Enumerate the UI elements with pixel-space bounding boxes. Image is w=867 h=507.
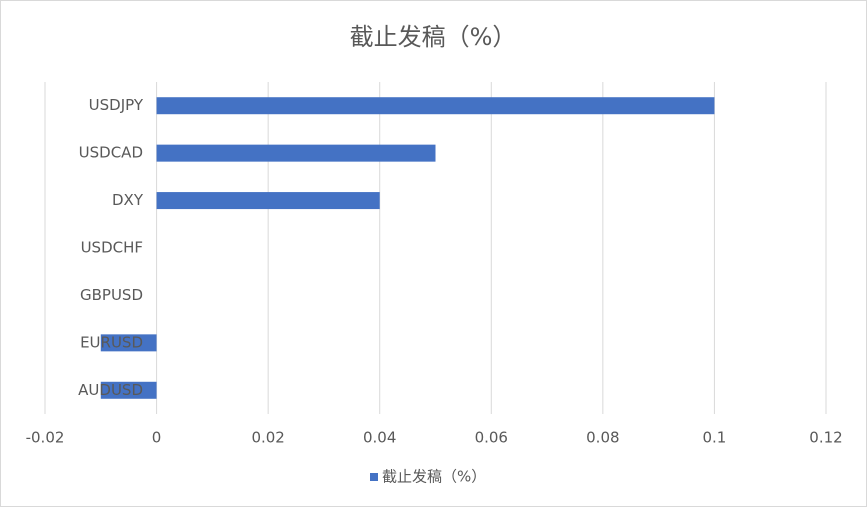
y-tick-label: GBPUSD (80, 286, 143, 304)
y-tick-label: USDJPY (89, 96, 144, 114)
legend-label: 截止发稿（%） (382, 468, 486, 486)
x-tick-label: 0.02 (251, 429, 284, 447)
bar (156, 144, 436, 162)
y-tick-label: DXY (112, 191, 144, 209)
y-tick-label: EURUSD (80, 333, 143, 351)
x-tick-label: 0.04 (363, 429, 396, 447)
bar (156, 97, 715, 115)
x-tick-label: 0.12 (809, 429, 842, 447)
x-tick-label: 0.06 (475, 429, 508, 447)
y-tick-label: USDCAD (79, 144, 143, 162)
x-tick-label: 0.08 (586, 429, 619, 447)
bar (100, 334, 157, 352)
chart-title: 截止发稿（%） (350, 23, 517, 51)
legend-swatch (370, 473, 378, 481)
x-tick-label: 0.1 (702, 429, 726, 447)
x-tick-label: -0.02 (26, 429, 65, 447)
x-tick-label: 0 (152, 429, 162, 447)
bar (100, 381, 157, 399)
y-tick-label: AUDUSD (78, 381, 143, 399)
y-tick-label: USDCHF (81, 239, 143, 257)
bar (156, 192, 380, 210)
